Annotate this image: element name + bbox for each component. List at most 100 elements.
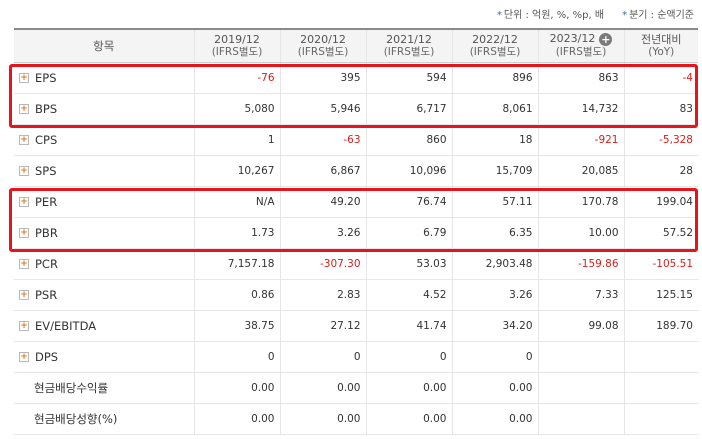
table-cell: 83: [624, 93, 698, 125]
row-label[interactable]: + PER: [14, 186, 195, 218]
financial-ratio-table: 항목 2019/12 (IFRS별도) 2020/12 (IFRS별도) 2021/…: [14, 28, 698, 435]
table-cell: 2.83: [280, 279, 367, 311]
table-cell: -307.30: [280, 248, 367, 280]
row-label[interactable]: + SPS: [14, 155, 195, 187]
table-cell: 76.74: [366, 186, 453, 218]
row-label-text: CPS: [35, 132, 58, 147]
table-row: + DPS 0 0 0 0: [14, 341, 698, 373]
plus-square-icon[interactable]: +: [19, 321, 29, 331]
table-cell: 1: [194, 124, 281, 156]
table-row: + PCR 7,157.18 -307.30 53.03 2,903.48 -159.86-…: [14, 248, 698, 280]
table-cell: -5,328: [624, 124, 698, 156]
column-header-2019: 2019/12 (IFRS별도): [194, 28, 281, 63]
table-cell: 34.20: [452, 310, 539, 342]
table-cell: 10,267: [194, 155, 281, 187]
table-cell: 53.03: [366, 248, 453, 280]
table-cell: -63: [280, 124, 367, 156]
table-cell: -105.51: [624, 248, 698, 280]
plus-square-icon[interactable]: +: [19, 290, 29, 300]
table-cell: -921: [538, 124, 625, 156]
table-cell: 8,061: [452, 93, 539, 125]
table-cell: [538, 341, 625, 373]
table-cell: 860: [366, 124, 453, 156]
row-label-text: DPS: [35, 349, 59, 364]
plus-square-icon[interactable]: +: [19, 135, 29, 145]
table-cell: -159.86: [538, 248, 625, 280]
row-label[interactable]: + CPS: [14, 124, 195, 156]
row-label[interactable]: + PSR: [14, 279, 195, 311]
plus-circle-icon[interactable]: +: [599, 33, 613, 47]
plus-square-icon[interactable]: +: [19, 197, 29, 207]
table-cell: 7,157.18: [194, 248, 281, 280]
table-cell: 3.26: [452, 279, 539, 311]
row-label[interactable]: + DPS: [14, 341, 195, 373]
table-cell: 0.00: [194, 372, 281, 404]
table-cell: 99.08: [538, 310, 625, 342]
table-cell: 5,080: [194, 93, 281, 125]
table-cell: 594: [366, 62, 453, 94]
column-header-2023: 2023/12 + (IFRS별도): [538, 28, 625, 63]
plus-square-icon[interactable]: +: [19, 73, 29, 83]
table-cell: 20,085: [538, 155, 625, 187]
row-label: 현금배당수익률: [14, 372, 195, 404]
row-label[interactable]: + EV/EBITDA: [14, 310, 195, 342]
table-cell: [538, 372, 625, 404]
table-cell: 0: [194, 341, 281, 373]
table-cell: 4.52: [366, 279, 453, 311]
row-label-text: EPS: [35, 70, 57, 85]
row-label-text: PSR: [35, 287, 58, 302]
row-label[interactable]: + PBR: [14, 217, 195, 249]
table-cell: 10,096: [366, 155, 453, 187]
table-cell: 170.78: [538, 186, 625, 218]
table-cell: 10.00: [538, 217, 625, 249]
table-cell: 6,717: [366, 93, 453, 125]
table-cell: 0.00: [452, 372, 539, 404]
row-label[interactable]: + EPS: [14, 62, 195, 94]
table-cell: 28: [624, 155, 698, 187]
table-cell: 27.12: [280, 310, 367, 342]
plus-square-icon[interactable]: +: [19, 166, 29, 176]
unit-note: * 단위 : 억원, %, %p, 배: [496, 10, 605, 21]
table-cell: 41.74: [366, 310, 453, 342]
row-label-text: 현금배당수익률: [34, 380, 109, 395]
table-row: + BPS 5,080 5,946 6,717 8,061 14,732 83: [14, 93, 698, 125]
table-cell: N/A: [194, 186, 281, 218]
table-cell: 14,732: [538, 93, 625, 125]
table-cell: [624, 341, 698, 373]
table-cell: 0.00: [280, 372, 367, 404]
table-row: + PBR 1.73 3.26 6.79 6.35 10.00 57.52: [14, 217, 698, 249]
column-header-2022: 2022/12 (IFRS별도): [452, 28, 539, 63]
table-cell: 1.73: [194, 217, 281, 249]
table-row: 현금배당성향(%) 0.00 0.00 0.00 0.00: [14, 403, 698, 435]
table-row: + PER N/A 49.20 76.74 57.11 170.78 199.04: [14, 186, 698, 218]
table-cell: 0.86: [194, 279, 281, 311]
table-row: + PSR 0.86 2.83 4.52 3.26 7.33 125.15: [14, 279, 698, 311]
plus-square-icon[interactable]: +: [19, 228, 29, 238]
table-cell: 0.00: [366, 372, 453, 404]
period-note: * 분기 : 순액기준: [622, 10, 694, 21]
column-header-2021: 2021/12 (IFRS별도): [366, 28, 453, 63]
table-cell: [538, 403, 625, 435]
table-cell: 18: [452, 124, 539, 156]
table-cell: 0.00: [366, 403, 453, 435]
row-label-text: PCR: [35, 256, 58, 271]
row-label-text: 현금배당성향(%): [34, 411, 118, 426]
row-label-text: PER: [35, 194, 58, 209]
row-label-text: BPS: [35, 101, 58, 116]
table-cell: 57.52: [624, 217, 698, 249]
column-header-yoy: 전년대비 (YoY): [624, 28, 698, 63]
row-label-text: SPS: [35, 163, 57, 178]
table-row: + EPS -76 395 594 896 863 -4: [14, 62, 698, 94]
table-cell: 5,946: [280, 93, 367, 125]
plus-square-icon[interactable]: +: [19, 104, 29, 114]
row-label-text: EV/EBITDA: [35, 318, 97, 333]
row-label[interactable]: + BPS: [14, 93, 195, 125]
table-cell: 0.00: [194, 403, 281, 435]
row-label[interactable]: + PCR: [14, 248, 195, 280]
table-cell: 7.33: [538, 279, 625, 311]
table-cell: 125.15: [624, 279, 698, 311]
table-row: + CPS 1 -63 860 18 -921 -5,328: [14, 124, 698, 156]
plus-square-icon[interactable]: +: [19, 352, 29, 362]
table-header-row: 항목 2019/12 (IFRS별도) 2020/12 (IFRS별도) 2021/…: [14, 28, 698, 63]
plus-square-icon[interactable]: +: [19, 259, 29, 269]
